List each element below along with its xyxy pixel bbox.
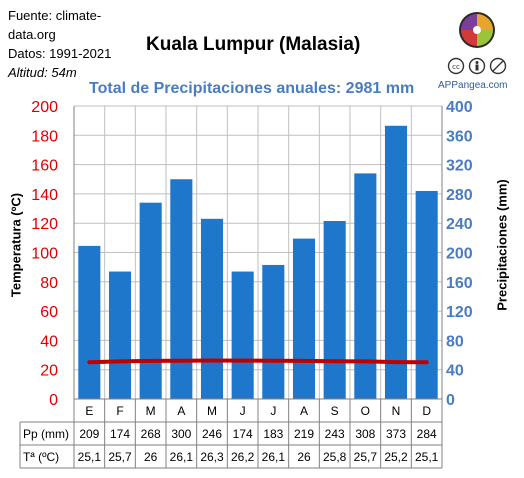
precip-bar: [170, 179, 193, 399]
temp-value-cell: 26: [297, 450, 311, 464]
precip-value-cell: 246: [202, 427, 222, 441]
temp-value-cell: 25,1: [415, 450, 439, 464]
precip-value-cell: 373: [386, 427, 406, 441]
y-left-tick-label: 140: [31, 187, 58, 204]
y-right-tick-label: 280: [446, 187, 473, 204]
chart-subtitle: Total de Precipitaciones anuales: 2981 m…: [89, 80, 415, 97]
precip-value-cell: 300: [171, 427, 191, 441]
temp-value-cell: 25,7: [354, 450, 378, 464]
temp-value-cell: 25,2: [384, 450, 408, 464]
x-tick-label: J: [240, 404, 246, 418]
puzzle-logo-icon: [459, 12, 495, 48]
x-tick-label: D: [422, 404, 431, 418]
x-tick-label: N: [392, 404, 401, 418]
cc-icon: cc: [447, 57, 465, 75]
temp-value-cell: 26,1: [170, 450, 194, 464]
y-left-tick-label: 40: [40, 333, 58, 350]
x-tick-label: A: [300, 404, 308, 418]
y-left-tick-label: 120: [31, 216, 58, 233]
temp-value-cell: 26,1: [262, 450, 286, 464]
y-right-tick-label: 240: [446, 216, 473, 233]
y-right-tick-label: 0: [446, 392, 455, 409]
precip-bar: [384, 125, 408, 399]
precip-value-cell: 174: [110, 427, 130, 441]
precip-value-cell: 284: [417, 427, 437, 441]
brand-text: APPangea.com: [438, 80, 508, 91]
table-row-label: Pp (mm): [23, 427, 69, 441]
y-right-tick-label: 160: [446, 275, 473, 292]
precip-value-cell: 174: [233, 427, 253, 441]
precip-bar: [200, 218, 224, 399]
precip-bar: [231, 271, 254, 399]
y-left-tick-label: 100: [31, 246, 58, 263]
x-tick-label: E: [85, 404, 93, 418]
x-tick-label: F: [116, 404, 123, 418]
y-left-tick-label: 60: [40, 304, 58, 321]
y-right-tick-label: 120: [446, 304, 473, 321]
altitude-line: Altitud: 54m: [8, 65, 77, 80]
precip-value-cell: 209: [79, 427, 99, 441]
y-left-tick-label: 200: [31, 99, 58, 116]
temp-value-cell: 26,2: [231, 450, 255, 464]
y-left-tick-label: 160: [31, 158, 58, 175]
precip-bar: [78, 245, 101, 399]
y-right-tick-label: 80: [446, 333, 464, 350]
y-left-tick-label: 180: [31, 128, 58, 145]
source-line: Fuente: climate-: [8, 8, 102, 23]
temp-value-cell: 26,3: [200, 450, 224, 464]
precip-value-cell: 219: [294, 427, 314, 441]
by-icon: [468, 57, 486, 75]
y-left-tick-label: 20: [40, 363, 58, 380]
source-block: Fuente: climate- data.org Datos: 1991-20…: [8, 6, 111, 82]
x-tick-label: J: [270, 404, 276, 418]
x-tick-label: S: [331, 404, 339, 418]
y-right-tick-label: 200: [446, 246, 473, 263]
temp-value-cell: 26: [144, 450, 158, 464]
license-icons: cc: [447, 57, 507, 75]
precip-bar: [323, 221, 346, 399]
precip-bar: [262, 264, 285, 399]
x-tick-label: M: [207, 404, 217, 418]
nc-icon: [489, 57, 507, 75]
precip-value-cell: 183: [263, 427, 283, 441]
temperature-line: [87, 358, 429, 365]
precip-bar: [108, 271, 132, 399]
source-line: data.org: [8, 27, 56, 42]
temp-value-cell: 25,7: [108, 450, 132, 464]
x-tick-label: M: [146, 404, 156, 418]
precip-bar: [292, 238, 316, 399]
precip-value-cell: 268: [141, 427, 161, 441]
dates-line: Datos: 1991-2021: [8, 46, 112, 61]
y-left-tick-label: 80: [40, 275, 58, 292]
chart-title: Kuala Lumpur (Malasia): [146, 34, 361, 55]
x-tick-label: A: [177, 404, 185, 418]
svg-text:cc: cc: [452, 63, 460, 71]
y-right-tick-label: 40: [446, 363, 464, 380]
precip-bar: [415, 190, 438, 399]
temp-value-cell: 25,1: [78, 450, 102, 464]
y-right-tick-label: 400: [446, 99, 473, 116]
precip-value-cell: 308: [355, 427, 375, 441]
y-right-tick-label: 320: [446, 158, 473, 175]
x-tick-label: O: [361, 404, 370, 418]
y-right-tick-label: 360: [446, 128, 473, 145]
temp-value-cell: 25,8: [323, 450, 347, 464]
precip-bar: [354, 173, 377, 399]
precip-bar: [139, 202, 162, 399]
precip-value-cell: 243: [325, 427, 345, 441]
table-row-label: Tª (ºC): [23, 450, 59, 464]
y-left-tick-label: 0: [49, 392, 58, 409]
